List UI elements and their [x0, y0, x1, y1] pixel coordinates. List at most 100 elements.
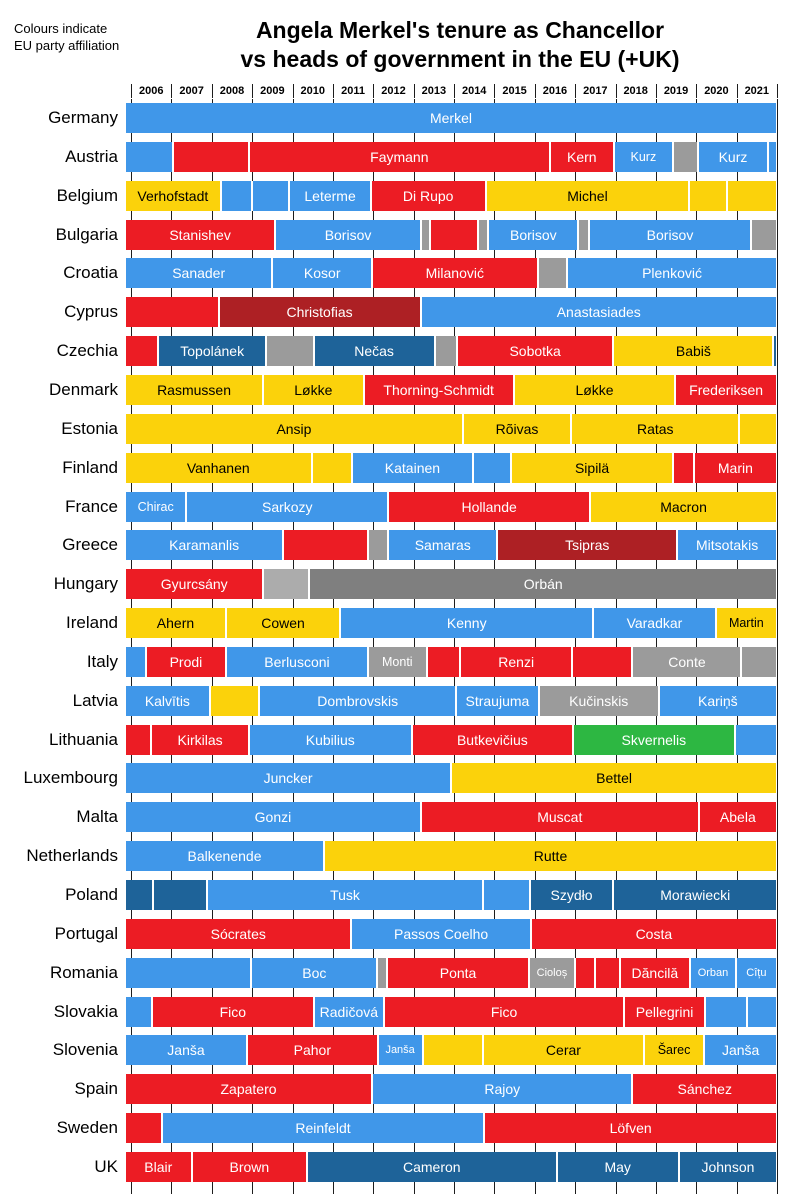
timeline-segment-radičová: Radičová: [313, 996, 385, 1027]
year-tick: [292, 84, 294, 98]
timeline-segment: [125, 957, 252, 988]
timeline-segment-boc: Boc: [251, 957, 378, 988]
timeline-segment-cerar: Cerar: [483, 1035, 644, 1066]
country-label-hungary: Hungary: [53, 574, 118, 594]
country-label-ireland: Ireland: [66, 613, 118, 633]
timeline-segment: [263, 569, 310, 600]
timeline-segment-merkel: Merkel: [125, 103, 777, 133]
timeline-segment-leterme: Leterme: [289, 180, 371, 211]
timeline-segment-katainen: Katainen: [351, 452, 473, 483]
timeline-segment: [125, 880, 153, 910]
timeline-segment-thorning-schmidt: Thorning-Schmidt: [363, 374, 514, 405]
country-label-italy: Italy: [86, 651, 118, 671]
timeline-segment: [429, 219, 479, 250]
timeline-segment-kurz: Kurz: [613, 141, 673, 172]
timeline-segment-fico: Fico: [384, 996, 624, 1027]
timeline-segment: [734, 724, 777, 755]
timeline-segment: [483, 880, 530, 910]
year-tick: [655, 84, 657, 98]
chart-title: Angela Merkel's tenure as Chancellor vs …: [130, 16, 790, 74]
timeline-segment-kirkilas: Kirkilas: [151, 724, 249, 755]
timeline-segment-gyurcsány: Gyurcsány: [125, 569, 264, 600]
timeline-segment-løkke: Løkke: [513, 374, 676, 405]
timeline-segment: [478, 219, 489, 250]
timeline-segment: [377, 957, 388, 988]
timeline-segment-chirac: Chirac: [125, 491, 187, 522]
year-gridline: [171, 99, 173, 1194]
title-line-1: Angela Merkel's tenure as Chancellor: [255, 17, 665, 43]
year-label: 2006: [138, 85, 164, 97]
timeline-segment: [537, 258, 568, 289]
timeline-segment-borisov: Borisov: [488, 219, 579, 250]
timeline-segment-rõivas: Rõivas: [462, 413, 572, 444]
country-label-estonia: Estonia: [61, 418, 118, 438]
country-label-luxembourg: Luxembourg: [23, 768, 118, 788]
year-gridline: [332, 99, 334, 1194]
timeline-segment-orban: Orban: [690, 957, 736, 988]
year-tick: [171, 84, 173, 98]
timeline-segment-cameron: Cameron: [307, 1151, 557, 1182]
timeline-segment-muscat: Muscat: [420, 802, 699, 833]
year-label: 2021: [744, 85, 770, 97]
timeline-segment: [426, 646, 461, 677]
country-label-germany: Germany: [48, 108, 118, 127]
timeline-segment: [750, 219, 777, 250]
timeline-segment-sipilä: Sipilä: [511, 452, 673, 483]
country-label-netherlands: Netherlands: [26, 846, 118, 866]
timeline-segment-michel: Michel: [485, 180, 690, 211]
year-gridline: [696, 99, 698, 1194]
year-tick: [332, 84, 334, 98]
timeline-segment-gonzi: Gonzi: [125, 802, 421, 833]
year-tick: [252, 84, 254, 98]
timeline-segment-pahor: Pahor: [246, 1035, 378, 1066]
timeline-segment-abela: Abela: [698, 802, 777, 833]
country-label-denmark: Denmark: [49, 379, 118, 399]
country-label-uk: UK: [94, 1156, 118, 1176]
timeline-segment: [595, 957, 620, 988]
timeline-segment-dombrovskis: Dombrovskis: [259, 685, 457, 716]
timeline-segment-marin: Marin: [693, 452, 777, 483]
timeline-segment-kurz: Kurz: [697, 141, 769, 172]
timeline-segment: [209, 685, 260, 716]
timeline-segment-løkke: Løkke: [263, 374, 364, 405]
timeline-segment-butkevičius: Butkevičius: [411, 724, 574, 755]
timeline-segment-cioloș: Cioloș: [528, 957, 576, 988]
year-label: 2012: [381, 85, 406, 97]
timeline-segment: [420, 219, 430, 250]
year-gridline: [131, 99, 133, 1194]
timeline-segment-balkenende: Balkenende: [125, 841, 325, 872]
timeline-segment-conte: Conte: [632, 646, 742, 677]
timeline-segment-kenny: Kenny: [340, 608, 594, 639]
timeline-segment-topolánek: Topolánek: [158, 336, 267, 367]
timeline-segment: [727, 180, 777, 211]
year-gridline: [292, 99, 294, 1194]
timeline-segment-juncker: Juncker: [125, 763, 452, 794]
timeline-segment-rajoy: Rajoy: [372, 1074, 633, 1105]
timeline-segment: [125, 1113, 162, 1144]
timeline-segment: [773, 336, 777, 367]
timeline-segment-nečas: Nečas: [313, 336, 435, 367]
timeline-segment-sobotka: Sobotka: [456, 336, 614, 367]
timeline-segment-ponta: Ponta: [387, 957, 529, 988]
timeline-segment-šarec: Šarec: [643, 1035, 705, 1066]
timeline-segment-straujuma: Straujuma: [456, 685, 539, 716]
country-label-belgium: Belgium: [56, 185, 118, 205]
timeline-segment-rutte: Rutte: [324, 841, 777, 872]
country-label-bulgaria: Bulgaria: [55, 224, 118, 244]
timeline-segment-macron: Macron: [590, 491, 777, 522]
timeline-segment: [125, 141, 174, 172]
country-label-portugal: Portugal: [54, 923, 118, 943]
timeline-segment: [283, 530, 368, 561]
timeline-segment: [572, 646, 633, 677]
timeline-segment-janša: Janša: [125, 1035, 247, 1066]
country-label-sweden: Sweden: [56, 1118, 118, 1138]
year-gridline: [454, 99, 456, 1194]
timeline-segment: [422, 1035, 484, 1066]
timeline-segment-rasmussen: Rasmussen: [125, 374, 264, 405]
legend-note-line-2: EU party affiliation: [14, 38, 120, 53]
timeline-segment-may: May: [556, 1151, 679, 1182]
timeline-segment-frederiksen: Frederiksen: [675, 374, 777, 405]
timeline-segment: [689, 180, 728, 211]
timeline-segment-verhofstadt: Verhofstadt: [125, 180, 221, 211]
